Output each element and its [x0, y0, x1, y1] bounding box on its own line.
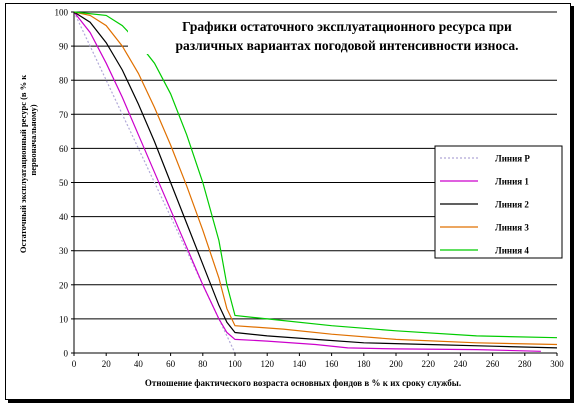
- series-line-3: [73, 11, 558, 346]
- y-tick-label: 100: [55, 8, 69, 18]
- axis-layer: 0 10 20 30 40 50 60 70 80 90 100 0 20 40 60 80 100 120 140…: [55, 8, 565, 370]
- y-tick-label: 60: [59, 144, 69, 154]
- x-tick-label: 220: [421, 359, 435, 369]
- y-axis-label-line2: первоначальному): [28, 104, 38, 175]
- y-tick-label: 10: [59, 314, 69, 324]
- x-tick-label: 0: [72, 359, 77, 369]
- x-tick-label: 280: [518, 359, 532, 369]
- legend-label-0: Линия Р: [495, 154, 530, 164]
- legend-box: [434, 145, 563, 259]
- legend-label-2: Линия 2: [495, 200, 529, 210]
- series-line-2: [73, 11, 558, 349]
- y-tick-label: 80: [59, 76, 69, 86]
- x-tick-label: 80: [198, 359, 208, 369]
- x-tick-label: 160: [325, 359, 339, 369]
- x-tick-label: 120: [260, 359, 274, 369]
- y-tick-label: 20: [59, 280, 69, 290]
- y-tick-label: 0: [64, 349, 69, 359]
- series-line-0: [73, 11, 236, 354]
- title-box: [128, 14, 566, 54]
- x-axis-label: Отношение фактического возраста основных…: [145, 378, 461, 388]
- chart-title-line1: Графики остаточного эксплуатационного ре…: [182, 19, 512, 34]
- chart-title-line2: различных вариантах погодовой интенсивно…: [176, 38, 519, 53]
- legend: Линия Р Линия 1 Линия 2 Линия 3 Линия 4: [434, 145, 563, 259]
- legend-label-3: Линия 3: [495, 223, 529, 233]
- x-tick-label: 60: [166, 359, 176, 369]
- y-tick-label: 40: [59, 212, 69, 222]
- y-tick-label: 30: [59, 246, 69, 256]
- x-tick-label: 240: [454, 359, 468, 369]
- x-tick-label: 180: [357, 359, 371, 369]
- y-tick-label: 50: [59, 178, 69, 188]
- series-line-1: [73, 11, 541, 352]
- legend-label-4: Линия 4: [495, 246, 529, 256]
- y-tick-label: 90: [59, 42, 69, 52]
- legend-label-1: Линия 1: [495, 177, 529, 187]
- x-tick-label: 100: [228, 359, 242, 369]
- x-tick-label: 260: [486, 359, 500, 369]
- y-axis-label-line1: Остаточный эксплуатационный ресурс (в % …: [18, 75, 28, 253]
- x-tick-label: 200: [389, 359, 403, 369]
- y-tick-label: 70: [59, 110, 69, 120]
- x-tick-label: 20: [102, 359, 112, 369]
- x-tick-label: 140: [293, 359, 307, 369]
- x-tick-label: 40: [134, 359, 144, 369]
- x-tick-label: 300: [550, 359, 564, 369]
